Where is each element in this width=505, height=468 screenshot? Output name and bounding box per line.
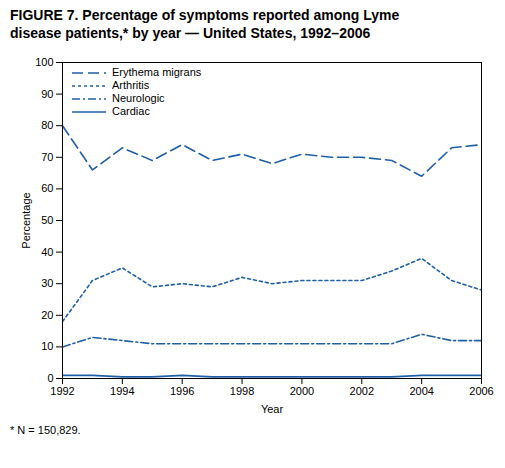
svg-text:100: 100 <box>35 56 53 68</box>
html-text:Neurologic: Neurologic <box>112 92 165 104</box>
svg-text:0: 0 <box>47 372 53 384</box>
svg-text:80: 80 <box>41 119 53 131</box>
svg-text:1998: 1998 <box>230 385 254 397</box>
svg-text:10: 10 <box>41 340 53 352</box>
svg-text:60: 60 <box>41 182 53 194</box>
svg-text:40: 40 <box>41 246 53 258</box>
svg-text:20: 20 <box>41 309 53 321</box>
html-text:FIGURE 7. Percentage of sympto: FIGURE 7. Percentage of symptoms reporte… <box>10 7 400 23</box>
svg-text:50: 50 <box>41 214 53 226</box>
svg-text:1992: 1992 <box>50 385 74 397</box>
svg-text:90: 90 <box>41 88 53 100</box>
html-text:Cardiac: Cardiac <box>112 105 150 117</box>
svg-text:Year: Year <box>261 403 284 415</box>
svg-text:2004: 2004 <box>409 385 433 397</box>
html-text:Arthritis: Arthritis <box>112 79 150 91</box>
svg-text:30: 30 <box>41 277 53 289</box>
svg-text:1996: 1996 <box>170 385 194 397</box>
html-text:* N = 150,829.: * N = 150,829. <box>10 424 81 436</box>
svg-text:2002: 2002 <box>350 385 374 397</box>
svg-text:70: 70 <box>41 151 53 163</box>
html-text:Erythema migrans: Erythema migrans <box>112 66 202 78</box>
html-text:disease patients,* by year — U: disease patients,* by year — United Stat… <box>10 25 371 41</box>
svg-text:2006: 2006 <box>469 385 493 397</box>
svg-text:Percentage: Percentage <box>20 192 32 248</box>
svg-text:1994: 1994 <box>110 385 134 397</box>
svg-text:2000: 2000 <box>290 385 314 397</box>
